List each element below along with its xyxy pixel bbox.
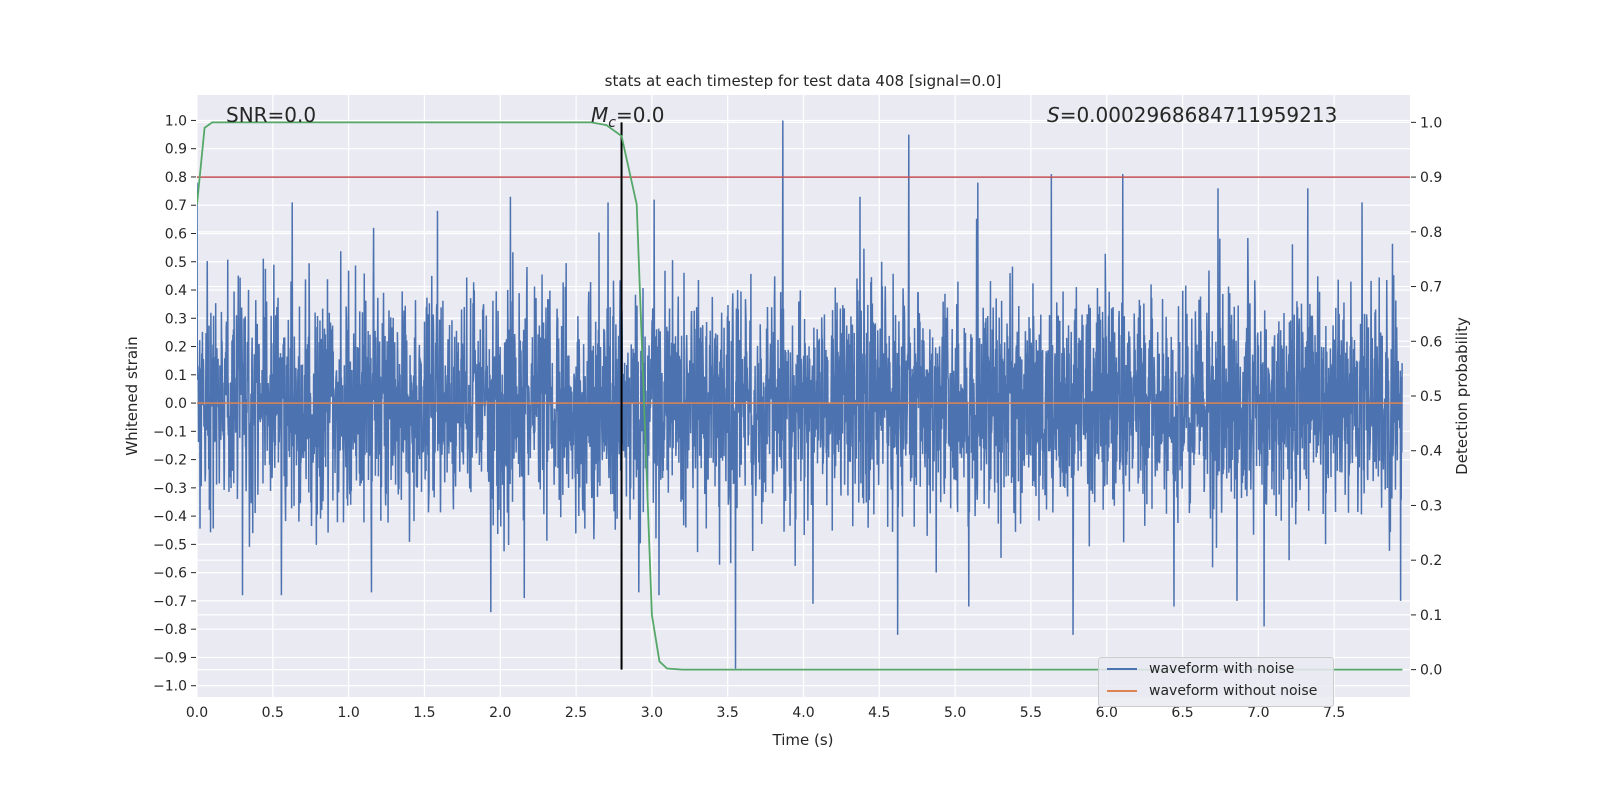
x-tick-label: 1.5 bbox=[413, 705, 435, 721]
s-annotation: S=0.0002968684711959213 bbox=[1047, 103, 1337, 127]
mc-symbol: M bbox=[591, 103, 608, 127]
y-axis-label: Whitened strain bbox=[123, 336, 141, 455]
x-tick-label: 6.5 bbox=[1171, 705, 1193, 721]
y-tick-label: 0.0 bbox=[165, 396, 187, 412]
y-right-tick-label: 0.6 bbox=[1420, 334, 1442, 350]
x-tick-label: 0.5 bbox=[262, 705, 284, 721]
x-tick-label: 6.0 bbox=[1096, 705, 1118, 721]
x-tick-label: 4.0 bbox=[792, 705, 814, 721]
s-symbol: S bbox=[1047, 103, 1060, 127]
y-right-tick-label: 0.0 bbox=[1420, 663, 1442, 679]
y-tick-label: 0.1 bbox=[165, 368, 187, 384]
y-tick-label: 0.9 bbox=[165, 142, 187, 158]
y-right-tick-label: 0.1 bbox=[1420, 608, 1442, 624]
y-right-axis-label: Detection probability bbox=[1453, 317, 1471, 475]
x-tick-label: 7.0 bbox=[1247, 705, 1269, 721]
y-tick-label: −0.3 bbox=[153, 481, 187, 497]
y-tick-label: 0.6 bbox=[165, 226, 187, 242]
y-right-tick-label: 1.0 bbox=[1420, 115, 1442, 131]
legend-label: waveform without noise bbox=[1149, 683, 1318, 699]
chirp-mass-annotation: Mc=0.0 bbox=[591, 103, 665, 131]
mc-value: =0.0 bbox=[616, 103, 665, 127]
y-right-tick-label: 0.4 bbox=[1420, 444, 1442, 460]
y-right-tick-label: 0.2 bbox=[1420, 553, 1442, 569]
y-tick-label: 0.5 bbox=[165, 255, 187, 271]
x-tick-label: 7.5 bbox=[1323, 705, 1345, 721]
y-right-tick-label: 0.7 bbox=[1420, 280, 1442, 296]
x-tick-label: 5.5 bbox=[1020, 705, 1042, 721]
series-waveform-with-noise bbox=[197, 120, 1403, 669]
chart-title: stats at each timestep for test data 408… bbox=[605, 72, 1002, 90]
legend: waveform with noise waveform without noi… bbox=[1098, 657, 1334, 707]
y-tick-label: −0.6 bbox=[153, 566, 187, 582]
y-tick-label: 0.3 bbox=[165, 311, 187, 327]
y-tick-label: −0.1 bbox=[153, 424, 187, 440]
legend-item-without-noise: waveform without noise bbox=[1099, 680, 1333, 702]
x-tick-label: 5.0 bbox=[944, 705, 966, 721]
y-tick-label: −0.5 bbox=[153, 537, 187, 553]
y-tick-label: −0.9 bbox=[153, 650, 187, 666]
x-tick-label: 0.0 bbox=[186, 705, 208, 721]
x-axis-label: Time (s) bbox=[772, 731, 834, 749]
y-tick-label: 1.0 bbox=[165, 113, 187, 129]
y-tick-label: 0.4 bbox=[165, 283, 187, 299]
y-right-tick-label: 0.9 bbox=[1420, 170, 1442, 186]
y-tick-label: −0.4 bbox=[153, 509, 187, 525]
y-tick-label: −1.0 bbox=[153, 679, 187, 695]
series-detection-probability bbox=[197, 121, 1403, 671]
legend-label: waveform with noise bbox=[1149, 661, 1295, 677]
legend-swatch-orange bbox=[1107, 690, 1137, 692]
y-axis-ticks: −1.0 −0.9 −0.8 −0.7 −0.6 −0.5 −0.4 −0.3 −0.2 −0.1… bbox=[153, 113, 196, 695]
x-tick-label: 3.5 bbox=[717, 705, 739, 721]
x-tick-label: 3.0 bbox=[641, 705, 663, 721]
y-tick-label: −0.7 bbox=[153, 594, 187, 610]
y-right-tick-label: 0.5 bbox=[1420, 389, 1442, 405]
y-tick-label: 0.8 bbox=[165, 170, 187, 186]
legend-swatch-blue bbox=[1107, 668, 1137, 670]
y-tick-label: −0.8 bbox=[153, 622, 187, 638]
x-tick-label: 4.5 bbox=[868, 705, 890, 721]
x-tick-label: 1.0 bbox=[337, 705, 359, 721]
y-tick-label: 0.7 bbox=[165, 198, 187, 214]
s-value: =0.0002968684711959213 bbox=[1060, 103, 1338, 127]
x-tick-label: 2.5 bbox=[565, 705, 587, 721]
y-right-axis-ticks: 0.0 0.1 0.2 0.3 0.4 0.5 0.6 0.7 0.8 0.9 1.0 bbox=[1411, 115, 1442, 679]
y-tick-label: 0.2 bbox=[165, 340, 187, 356]
y-tick-label: −0.2 bbox=[153, 453, 187, 469]
y-right-tick-label: 0.3 bbox=[1420, 498, 1442, 514]
x-tick-label: 2.0 bbox=[489, 705, 511, 721]
y-right-tick-label: 0.8 bbox=[1420, 225, 1442, 241]
snr-annotation: SNR=0.0 bbox=[226, 103, 316, 127]
legend-item-with-noise: waveform with noise bbox=[1099, 658, 1333, 680]
x-axis-ticks: 0.0 0.5 1.0 1.5 2.0 2.5 3.0 3.5 4.0 4.5 5.0 5.5 6.0 6… bbox=[186, 705, 1345, 721]
mc-subscript: c bbox=[608, 115, 616, 131]
